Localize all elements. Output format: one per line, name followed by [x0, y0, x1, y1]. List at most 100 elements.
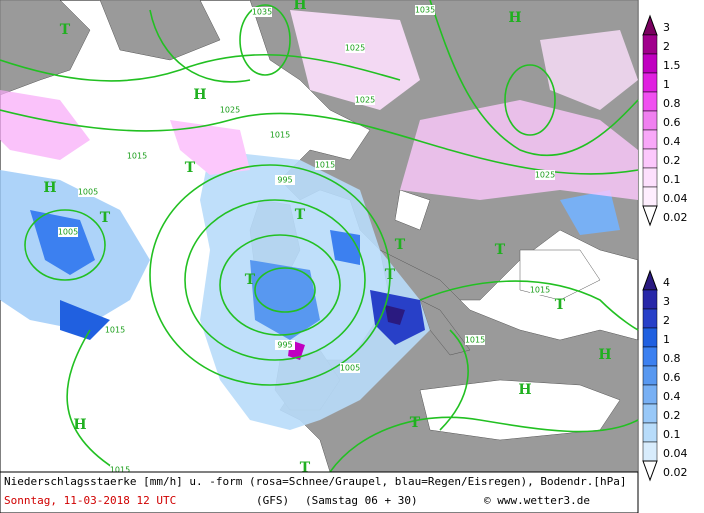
footer-date: Sonntag, 11-03-2018 12 UTC: [4, 494, 176, 507]
isobar-label: 1015: [105, 326, 125, 335]
legend-arrow: [642, 14, 658, 36]
isobar-label: 1015: [110, 466, 130, 475]
legend-label: 1: [663, 78, 670, 91]
pressure-center: T: [295, 207, 306, 223]
isobar-label-bg: [465, 335, 485, 345]
isobar-label: 995: [277, 176, 292, 185]
isobar-label-bg: [415, 5, 435, 15]
isobar-label: 1035: [415, 6, 435, 15]
isobar-label-bg: [345, 43, 365, 53]
pressure-center: H: [293, 0, 306, 13]
legend-arrow: [642, 205, 658, 227]
legend-snow: 3 2 1.5 1 0.8 0.6 0.4 0.2 0.1 0.04 0.02: [642, 14, 688, 227]
legend-label: 0.02: [663, 466, 688, 479]
legend-swatch: [642, 110, 658, 131]
legend-label: 3: [663, 295, 670, 308]
legend-label: 3: [663, 21, 670, 34]
legend-swatch: [642, 384, 658, 405]
legend-label: 0.02: [663, 211, 688, 224]
isobar-label: 1025: [345, 44, 365, 53]
legend-swatch: [642, 148, 658, 169]
isobar-label: 1025: [355, 96, 375, 105]
legend-swatch: [642, 422, 658, 443]
legend-label: 1: [663, 333, 670, 346]
footer-model: (GFS): [256, 494, 289, 507]
legend-label: 4: [663, 276, 670, 289]
pressure-center: T: [245, 272, 256, 288]
legend-arrow: [642, 460, 658, 482]
pressure-center: T: [185, 160, 196, 176]
legend-label: 0.2: [663, 409, 681, 422]
footer-credit: © www.wetter3.de: [484, 494, 590, 507]
legend-label: 0.4: [663, 390, 681, 403]
isobar-label-bg: [105, 325, 125, 335]
legend-label: 2: [663, 314, 670, 327]
legend-label: 0.2: [663, 154, 681, 167]
isobar-label: 1015: [270, 131, 290, 140]
isobar-label-bg: [355, 95, 375, 105]
isobar-label-bg: [78, 187, 98, 197]
pressure-center: H: [518, 382, 531, 398]
pressure-center: T: [300, 460, 311, 476]
pressure-center: T: [100, 210, 111, 226]
legend-swatch: [642, 403, 658, 424]
legend-label: 1.5: [663, 59, 681, 72]
isobar-label: 1025: [535, 171, 555, 180]
footer-description: Niederschlagsstaerke [mm/h] u. -form (ro…: [4, 475, 627, 488]
legend-swatch: [642, 365, 658, 386]
isobar-label-bg: [530, 285, 550, 295]
pressure-center: H: [598, 347, 611, 363]
legend-label: 0.04: [663, 447, 688, 460]
legend-label: 0.1: [663, 428, 681, 441]
legend-swatch: [642, 129, 658, 150]
pressure-center: T: [60, 22, 71, 38]
legend-swatch: [642, 327, 658, 348]
isobar-label: 1005: [78, 188, 98, 197]
isobar-label: 1015: [530, 286, 550, 295]
pressure-center: T: [395, 237, 406, 253]
pressure-center: T: [555, 297, 566, 313]
isobar-label-bg: [220, 105, 240, 115]
pressure-center: H: [43, 180, 56, 196]
isobar-label: 995: [277, 341, 292, 350]
isobar-label: 1015: [127, 152, 147, 161]
legend-swatch: [642, 53, 658, 74]
pressure-center: T: [410, 415, 421, 431]
isobar-label: 1015: [465, 336, 485, 345]
legend-swatch: [642, 167, 658, 188]
pressure-center: H: [508, 10, 521, 26]
footer-bg: [0, 471, 639, 513]
isobar-label-bg: [110, 465, 130, 475]
legend-swatch: [642, 72, 658, 93]
isobar-label: 1025: [220, 106, 240, 115]
isobar-label-bg: [275, 175, 295, 185]
pressure-center: T: [495, 242, 506, 258]
legend-label: 2: [663, 40, 670, 53]
legend-label: 0.4: [663, 135, 681, 148]
isobar-label-bg: [535, 170, 555, 180]
legend-rain: 4 3 2 1 0.8 0.6 0.4 0.2 0.1 0.04 0.02: [642, 269, 688, 482]
legend-label: 0.8: [663, 352, 681, 365]
isobar-label: 1015: [315, 161, 335, 170]
legend-label: 0.04: [663, 192, 688, 205]
isobar-label-bg: [275, 340, 295, 350]
legend-swatch: [642, 91, 658, 112]
legend-swatch: [642, 308, 658, 329]
legend-swatch: [642, 346, 658, 367]
legend-label: 0.6: [663, 371, 681, 384]
pressure-center: H: [73, 417, 86, 433]
isobar-label-bg: [127, 151, 147, 161]
isobar-label-bg: [315, 160, 335, 170]
isobar-label-bg: [58, 227, 78, 237]
legend-swatch: [642, 34, 658, 55]
isobar-label: 1035: [252, 8, 272, 17]
isobar-label-bg: [270, 130, 290, 140]
isobar-label-bg: [340, 363, 360, 373]
legend-swatch: [642, 441, 658, 462]
legend-label: 0.6: [663, 116, 681, 129]
legend-swatch: [642, 186, 658, 207]
pressure-center: T: [385, 267, 396, 283]
isobar-label-bg: [252, 7, 272, 17]
